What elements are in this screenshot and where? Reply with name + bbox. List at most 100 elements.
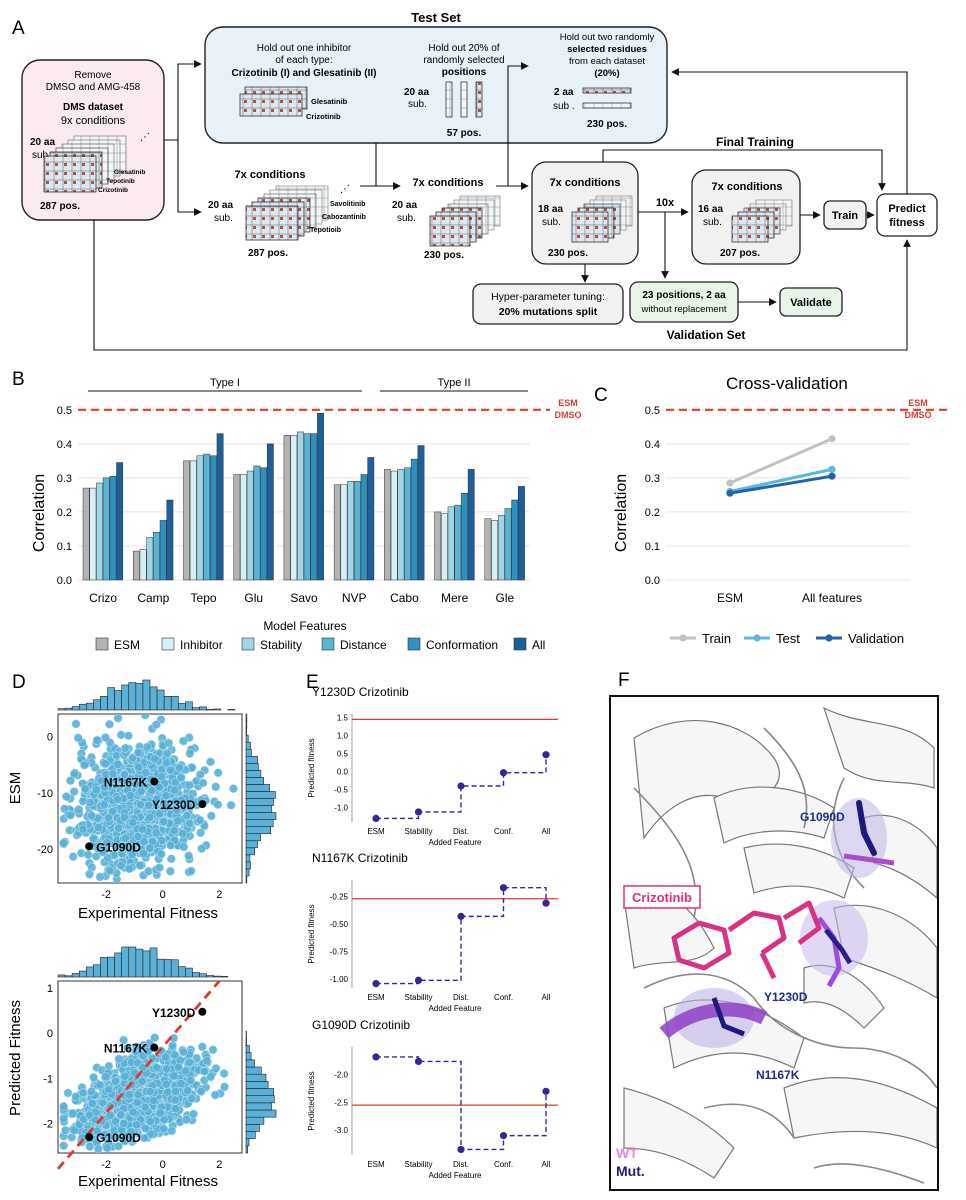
e-xtick-label: Dist. (453, 827, 469, 836)
d-bottom-point (139, 1133, 149, 1143)
d-bottom-yhist-bar (245, 1124, 260, 1132)
d-bottom-point (95, 1080, 105, 1090)
mid1-inhibitor-1: Savolitinib (330, 201, 365, 208)
d-bottom-point (208, 1045, 218, 1055)
c-legend-dot-Train (679, 634, 687, 642)
d-bottom-ytick-label: 1 (47, 983, 53, 995)
d-top-point (166, 854, 176, 864)
holdout2-pos: 57 pos. (447, 128, 482, 139)
d-top-yhist-bar (245, 861, 251, 870)
e-chart-title: Y1230D Crizotinib (312, 685, 409, 699)
d-top-point (105, 719, 115, 729)
c-ytick-label: 0.5 (645, 405, 660, 417)
d-top-xhist-bar (71, 706, 80, 711)
d-top-yhist-bar (245, 741, 251, 750)
e-chart-1: Y1230D Crizotinib Predicted fitness 1.5 1.0… (307, 685, 558, 847)
d-top-yhist-bar (245, 748, 252, 757)
d-bottom-xhist-bar (107, 956, 115, 978)
d-bottom-point (219, 1082, 229, 1092)
d-top-yhist-bar (245, 805, 272, 813)
e-ylabel: Predicted fitness (307, 1071, 316, 1130)
d-bottom-point (132, 1120, 142, 1130)
final-cond: 7x conditions (712, 181, 783, 193)
b-bar-Gle-Distance (504, 508, 512, 581)
e-xtick-label: Conf. (494, 827, 513, 836)
d-bottom-point (120, 1071, 130, 1081)
e-point-Stability (414, 808, 423, 816)
d-bottom-xhist-bar (100, 957, 108, 978)
d-top-point (92, 735, 102, 745)
holdout3-sub1: 2 aa (554, 87, 574, 98)
panel-d-letter: D (12, 672, 26, 693)
d-bottom-point (68, 1108, 78, 1118)
b-bar-Gle-All (518, 486, 525, 581)
b-legend-label: ESM (114, 638, 140, 652)
d-bottom-xhist-bar (71, 973, 80, 978)
b-bar-NVP-Conformation (360, 474, 368, 581)
panel-e-letter: E (306, 672, 319, 693)
e-xtick-label: All (542, 1160, 551, 1169)
d-bottom-point (93, 1144, 103, 1153)
b-legend-swatch-Inhibitor (161, 637, 175, 651)
holdout1-line1: Hold out one inhibitor (257, 43, 352, 54)
d-top-point (133, 832, 143, 842)
b-bar-Cabo-Stability (397, 469, 405, 581)
holdout1-line2: of each type: (275, 55, 332, 66)
d-top-point (112, 794, 122, 804)
d-bottom-point (140, 1123, 150, 1133)
d-top-xhist-bar (64, 707, 73, 711)
hyper-line1: Hyper-parameter tuning: (491, 291, 605, 303)
d-bottom-yhist-bar (245, 1059, 255, 1068)
d-top-point (119, 770, 129, 780)
panel-a-diagram: A Test Set Hold out one inhibitor of eac… (12, 10, 938, 351)
d-top-point (119, 812, 129, 822)
c-ytick-label: 0.1 (645, 541, 660, 553)
e-xlabel: Added Feature (429, 1171, 482, 1180)
b-ytick-label: 0.3 (57, 473, 72, 485)
d-bottom-ytick-label: -1 (43, 1073, 53, 1085)
c-point-Validation (726, 489, 734, 497)
d-top-point (83, 850, 93, 860)
d-bottom-point (111, 1116, 121, 1126)
d-bottom-yhist-bar (245, 1145, 249, 1154)
b-legend-label: All (532, 638, 545, 652)
d-top-point (229, 784, 239, 794)
d-bottom-point (170, 1095, 180, 1105)
mid1-matrix-stack (245, 185, 329, 241)
d-top-xhist-bar (149, 686, 158, 711)
d-bottom-yhist-bar (245, 1102, 272, 1111)
d-top-point (205, 757, 215, 767)
d-top-point (99, 800, 109, 810)
panel-e-charts: E Y1230D Crizotinib Predicted fitness 1.5 1… (306, 672, 558, 1180)
d-top-xlabel: Experimental Fitness (78, 905, 218, 922)
d-top-yhist-bar (245, 840, 258, 849)
d-bottom-point (181, 1115, 191, 1125)
panel-c: C Cross-validation ESM DMSO Correlation … (590, 365, 966, 660)
b-bar-Savo-All (317, 412, 324, 581)
e-point-ESM (372, 814, 380, 822)
e-ytick-label: -1.0 (334, 804, 348, 813)
e-xtick-label: All (542, 827, 551, 836)
b-bar-Savo-ESM (283, 435, 291, 581)
e-ytick-label: -0.75 (330, 948, 349, 957)
d-top-point (99, 782, 109, 792)
d-bottom-point (59, 1101, 69, 1111)
d-top-point (211, 782, 221, 792)
validation-set-label: Validation Set (667, 328, 746, 342)
panel-d-charts: D ESM Experimental Fitness Predicted Fit… (7, 672, 277, 1190)
b-bar-Mere-ESM (434, 511, 442, 581)
d-bottom-point (128, 1107, 138, 1117)
d-bottom-point (155, 1108, 165, 1118)
d-bottom-point (111, 1076, 121, 1086)
arrow-to-test-set-back (671, 68, 908, 194)
d-bottom-point (126, 1127, 136, 1137)
d-bottom-xhist-bar (199, 973, 207, 978)
b-bar-Glu-Conformation (260, 467, 268, 581)
d-top-highlight-label: N1167K (104, 776, 148, 790)
mut-label: Mut. (616, 1163, 645, 1179)
d-bottom-xhist-bar (170, 959, 179, 978)
c-xtick-label: All features (802, 591, 862, 605)
arrow-to-test-set (164, 60, 202, 141)
e-point-All (542, 1087, 550, 1095)
